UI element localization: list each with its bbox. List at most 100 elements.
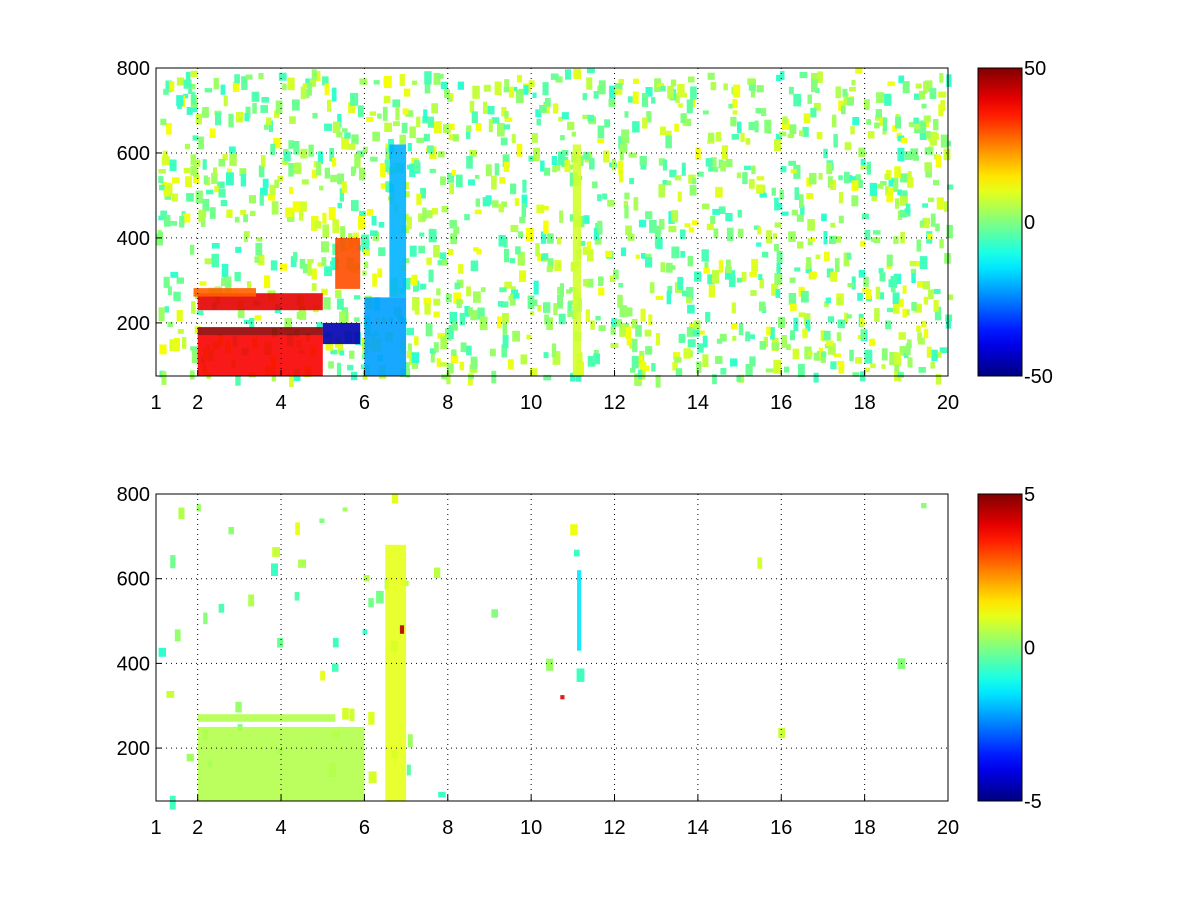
heatmap-cell (202, 159, 207, 170)
heatmap-cell (275, 100, 283, 114)
heatmap-feature-4 (399, 625, 405, 634)
heatmap-cell (757, 557, 763, 569)
heatmap-cell (692, 178, 697, 185)
heatmap-cell (611, 159, 616, 171)
heatmap-cell (557, 294, 564, 309)
heatmap-cell (332, 663, 339, 672)
heatmap-cell (517, 251, 525, 266)
heatmap-cell (546, 266, 553, 273)
heatmap-cell (784, 366, 790, 373)
heatmap-cell (776, 250, 783, 265)
heatmap-cell (751, 165, 756, 175)
heatmap-cell (523, 85, 529, 95)
x-tick-label: 20 (937, 817, 959, 839)
heatmap-cell (384, 159, 389, 173)
heatmap-cell (707, 274, 715, 285)
heatmap-cell (771, 342, 780, 350)
heatmap-cell (736, 375, 741, 382)
heatmap-cell (614, 89, 623, 95)
heatmap-cell (651, 97, 656, 104)
heatmap-cell (825, 297, 831, 304)
heatmap-cell (407, 164, 412, 170)
heatmap-cell (350, 92, 359, 106)
heatmap-cell (552, 103, 559, 114)
heatmap-cell (255, 242, 263, 256)
heatmap-cell (218, 603, 225, 613)
heatmap-cell (933, 300, 939, 312)
heatmap-cell (873, 230, 881, 235)
heatmap-cell (452, 134, 459, 142)
heatmap-cell (252, 103, 257, 114)
heatmap-cell (802, 126, 809, 137)
heatmap-cell (532, 92, 537, 99)
heatmap-cell (349, 708, 355, 722)
x-tick-label: 12 (603, 817, 625, 839)
heatmap-cell (504, 79, 510, 88)
heatmap-cell (838, 365, 845, 374)
heatmap-cell (567, 121, 575, 131)
heatmap-cell (899, 345, 907, 356)
heatmap-cell (451, 349, 457, 356)
heatmap-cell (707, 132, 715, 143)
heatmap-cell (635, 325, 642, 337)
heatmap-cell (847, 97, 854, 106)
heatmap-cell (446, 363, 454, 374)
heatmap-cell (886, 307, 894, 313)
heatmap-cell (409, 245, 417, 257)
heatmap-cell (900, 194, 908, 206)
heatmap-cell (918, 90, 926, 100)
heatmap-cell (874, 308, 880, 322)
heatmap-cell (243, 214, 248, 223)
heatmap-cell (893, 236, 899, 244)
heatmap-cell (522, 179, 527, 193)
heatmap-cell (745, 331, 751, 342)
heatmap-cell (494, 81, 502, 96)
heatmap-cell (516, 143, 523, 157)
heatmap-cell (504, 111, 509, 119)
heatmap-cell (307, 259, 314, 264)
heatmap-cell (665, 130, 672, 136)
heatmap-cell (556, 237, 562, 245)
heatmap-cell (378, 247, 386, 257)
heatmap-cell (191, 91, 196, 105)
heatmap-cell (603, 150, 610, 163)
heatmap-cell (366, 208, 374, 216)
x-tick-label: 20 (937, 392, 959, 414)
heatmap-cell (925, 130, 931, 139)
heatmap-cell (583, 152, 590, 160)
heatmap-cell (451, 169, 456, 176)
x-tick-label: 12 (603, 392, 625, 414)
heatmap-cell (269, 120, 273, 132)
heatmap-cell (880, 292, 885, 300)
heatmap-cell (893, 178, 899, 192)
heatmap-cell (938, 104, 944, 117)
heatmap-cell (846, 252, 852, 260)
heatmap-cell (830, 271, 838, 282)
heatmap-cell (626, 307, 633, 317)
heatmap-cell (732, 99, 738, 109)
heatmap-cell (799, 130, 804, 137)
heatmap-cell (282, 83, 287, 91)
heatmap-cell (911, 302, 917, 311)
heatmap-cell (497, 301, 504, 307)
heatmap-cell (543, 302, 551, 313)
heatmap-cell (677, 191, 682, 202)
x-tick-label: 2 (192, 392, 203, 414)
heatmap-cell (189, 370, 195, 380)
y-tick-label: 800 (117, 58, 150, 80)
heatmap-cell (619, 147, 624, 161)
heatmap-cell (892, 125, 897, 132)
heatmap-cell (885, 320, 892, 330)
heatmap-cell (179, 215, 185, 228)
heatmap-cell (409, 126, 416, 139)
heatmap-cell (813, 372, 819, 383)
heatmap-cell (625, 326, 632, 339)
heatmap-cell (732, 110, 738, 115)
heatmap-cell (720, 161, 726, 172)
colorbar-tick-label: 0 (1024, 638, 1035, 660)
heatmap-cell (466, 286, 471, 297)
heatmap-cell (791, 209, 798, 216)
heatmap-cell (843, 92, 849, 106)
heatmap-cell (354, 153, 361, 167)
